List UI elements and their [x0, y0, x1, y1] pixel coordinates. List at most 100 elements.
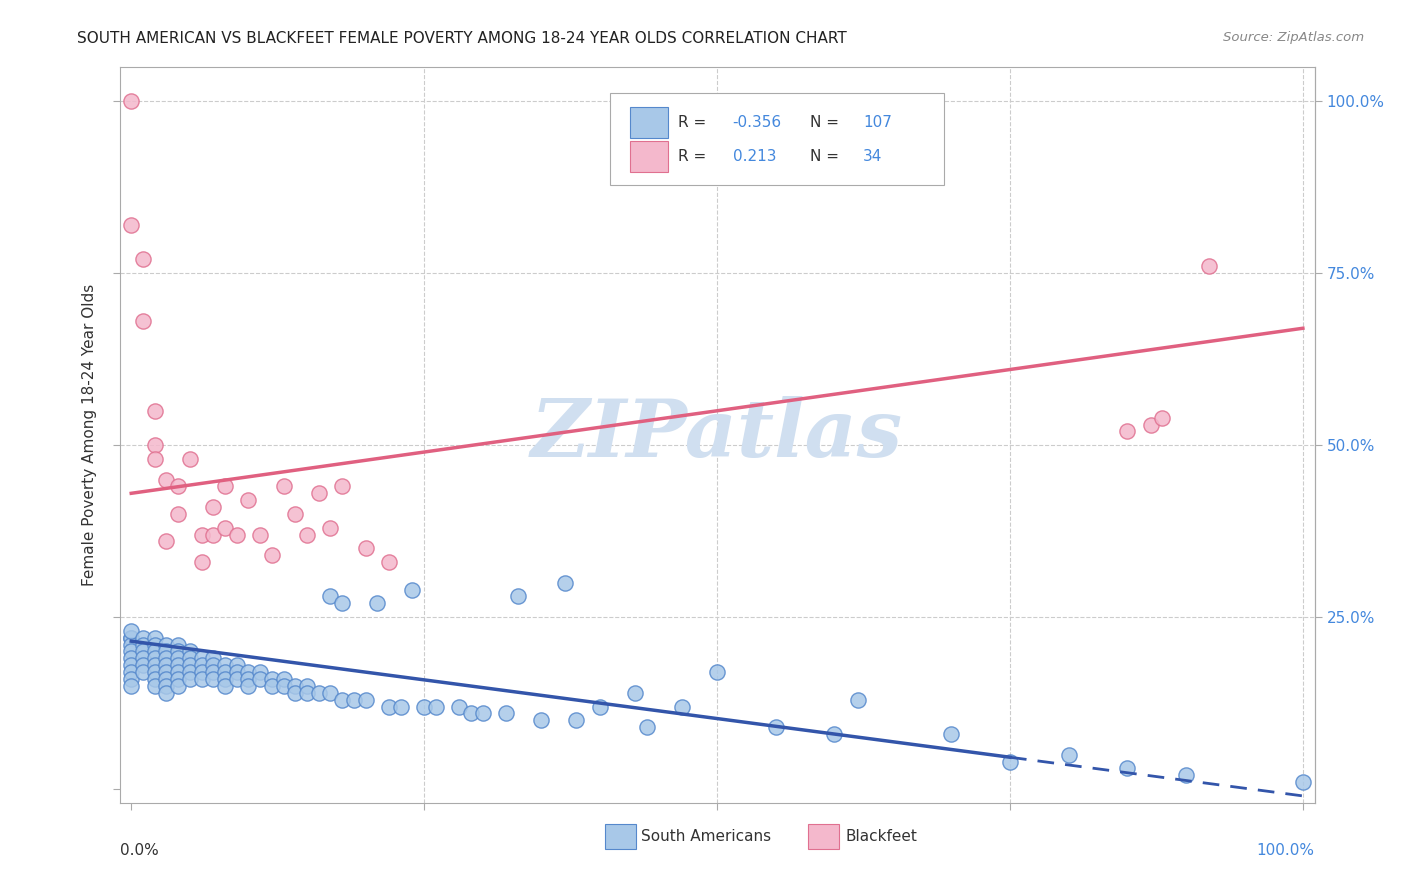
Point: [260, 679, 283, 693]
Text: 107: 107: [863, 115, 891, 130]
Point: [155, 638, 177, 652]
Point: [143, 644, 166, 658]
Text: N =: N =: [810, 115, 844, 130]
Point: [295, 527, 318, 541]
Point: [143, 679, 166, 693]
Point: [202, 665, 225, 680]
Point: [624, 686, 647, 700]
Point: [155, 473, 177, 487]
Point: [155, 658, 177, 673]
Point: [120, 638, 142, 652]
Point: [190, 658, 212, 673]
Point: [132, 638, 155, 652]
Point: [506, 590, 529, 604]
Point: [823, 727, 845, 741]
Point: [249, 665, 271, 680]
Text: Blackfeet: Blackfeet: [845, 830, 917, 844]
Point: [155, 686, 177, 700]
Point: [132, 631, 155, 645]
Point: [238, 672, 260, 686]
Point: [319, 590, 342, 604]
Bar: [630, 141, 668, 172]
Point: [167, 479, 190, 493]
Point: [1116, 761, 1139, 775]
Point: [366, 596, 388, 610]
Point: [120, 95, 142, 109]
Point: [284, 686, 307, 700]
Point: [273, 672, 295, 686]
Point: [120, 631, 142, 645]
Point: [143, 631, 166, 645]
Point: [941, 727, 963, 741]
Point: [155, 672, 177, 686]
Point: [354, 692, 377, 706]
Point: [120, 658, 142, 673]
Point: [330, 479, 353, 493]
Point: [260, 672, 283, 686]
Point: [179, 658, 201, 673]
Point: [132, 651, 155, 665]
Point: [273, 479, 295, 493]
Point: [167, 672, 190, 686]
Point: [378, 555, 401, 569]
Point: [449, 699, 471, 714]
Point: [214, 658, 236, 673]
Point: [565, 713, 588, 727]
Point: [238, 679, 260, 693]
Point: [308, 486, 330, 500]
Point: [132, 658, 155, 673]
Text: Source: ZipAtlas.com: Source: ZipAtlas.com: [1223, 31, 1364, 45]
Point: [308, 686, 330, 700]
Y-axis label: Female Poverty Among 18-24 Year Olds: Female Poverty Among 18-24 Year Olds: [82, 284, 97, 586]
Point: [998, 755, 1021, 769]
Point: [284, 679, 307, 693]
Point: [202, 651, 225, 665]
Text: N =: N =: [810, 149, 844, 164]
Point: [143, 404, 166, 418]
Point: [460, 706, 482, 721]
Text: R =: R =: [678, 115, 711, 130]
Point: [319, 686, 342, 700]
Point: [143, 451, 166, 466]
Point: [143, 665, 166, 680]
Point: [190, 555, 212, 569]
Point: [295, 679, 318, 693]
Point: [1292, 775, 1315, 789]
Point: [214, 521, 236, 535]
Text: -0.356: -0.356: [733, 115, 782, 130]
Point: [132, 665, 155, 680]
Point: [295, 686, 318, 700]
Point: [249, 527, 271, 541]
Point: [120, 218, 142, 232]
Text: South Americans: South Americans: [641, 830, 772, 844]
Point: [132, 252, 155, 267]
Point: [330, 596, 353, 610]
Point: [225, 672, 247, 686]
Point: [589, 699, 612, 714]
Point: [846, 692, 869, 706]
Point: [378, 699, 401, 714]
Point: [155, 651, 177, 665]
Point: [143, 658, 166, 673]
Point: [202, 527, 225, 541]
Point: [389, 699, 412, 714]
Point: [179, 672, 201, 686]
Point: [495, 706, 517, 721]
Point: [319, 521, 342, 535]
Point: [132, 314, 155, 328]
Point: [225, 665, 247, 680]
Point: [1152, 410, 1174, 425]
Point: [190, 665, 212, 680]
Point: [167, 658, 190, 673]
Point: [120, 624, 142, 638]
Point: [1116, 425, 1139, 439]
Point: [202, 658, 225, 673]
Text: R =: R =: [678, 149, 716, 164]
Point: [554, 575, 576, 590]
Text: 0.213: 0.213: [733, 149, 776, 164]
Point: [284, 507, 307, 521]
Text: 0.0%: 0.0%: [120, 843, 159, 858]
Point: [120, 644, 142, 658]
Point: [413, 699, 436, 714]
Point: [238, 665, 260, 680]
